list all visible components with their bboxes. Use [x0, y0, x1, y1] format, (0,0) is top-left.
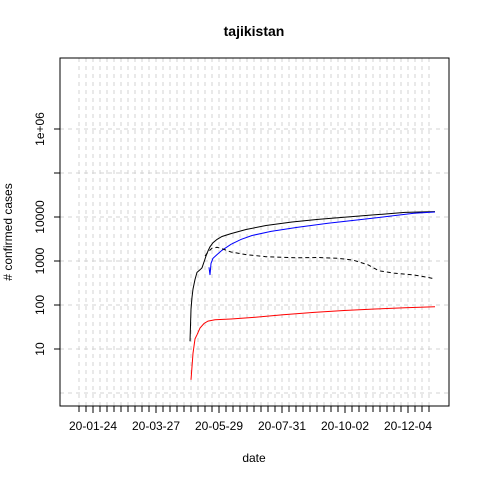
x-tick-label: 20-10-02: [321, 419, 369, 433]
series-layer: [189, 211, 436, 380]
series-line-1: [189, 211, 436, 342]
y-tick-label: 1e+06: [33, 112, 47, 146]
x-tick-label: 20-12-04: [384, 419, 432, 433]
chart-title: tajikistan: [224, 23, 285, 39]
y-tick-label: 10: [33, 342, 47, 356]
y-tick-label: 100: [33, 295, 47, 315]
y-tick-label: 10000: [33, 200, 47, 234]
y-axis: 10 100 1000 10000 1e+06: [33, 85, 61, 356]
series-line-3: [204, 246, 436, 280]
x-tick-label: 20-03-27: [132, 419, 180, 433]
x-tick-label: 20-07-31: [258, 419, 306, 433]
series-line-2: [208, 211, 436, 276]
grid-lines: [60, 58, 449, 406]
x-axis-label: date: [242, 451, 266, 465]
x-axis: 20-01-24 20-03-27 20-05-29 20-07-31 20-10-02…: [69, 405, 435, 433]
series-line-4: [190, 306, 436, 380]
x-tick-label: 20-05-29: [195, 419, 243, 433]
y-axis-label: # confirmed cases: [1, 183, 15, 280]
x-tick-label: 20-01-24: [69, 419, 117, 433]
y-tick-label: 1000: [33, 247, 47, 274]
